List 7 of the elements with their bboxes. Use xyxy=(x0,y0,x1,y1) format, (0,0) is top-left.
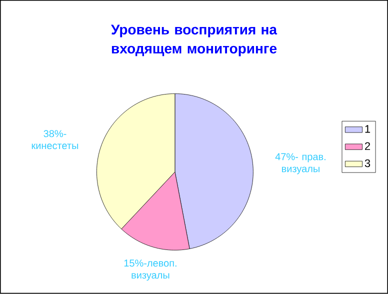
data-label: 15%-левоп. визуалы xyxy=(124,260,176,281)
legend-label: 3 xyxy=(364,160,370,168)
legend-label: 2 xyxy=(365,142,370,150)
legend-label: 1 xyxy=(365,125,370,133)
data-label: 38%- кинестеты xyxy=(32,130,78,150)
data-label: 47%- прав. визуалы xyxy=(275,153,326,174)
chart-title: Уровень восприятия на входящем мониторинге xyxy=(111,24,278,56)
